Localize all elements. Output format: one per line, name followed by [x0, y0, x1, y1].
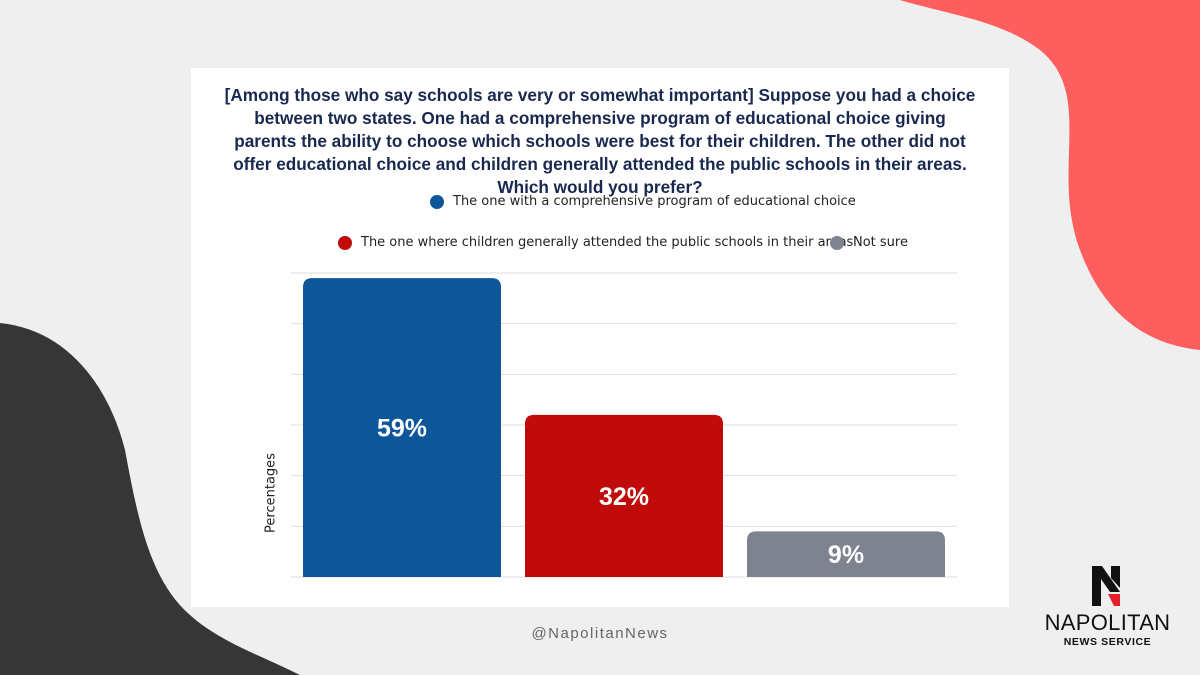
legend-item-educational-choice: The one with a comprehensive program of …	[430, 194, 856, 209]
napolitan-logo: NAPOLITAN NEWS SERVICE	[1040, 566, 1175, 650]
bar-data-label: 59%	[377, 415, 427, 443]
bars: 59% 32% 9%	[303, 278, 945, 577]
bar-3	[747, 531, 945, 577]
bar-data-label: 9%	[828, 541, 864, 569]
bar-1	[303, 278, 501, 577]
legend-label: Not sure	[853, 235, 908, 250]
legend-swatch-red	[338, 235, 352, 250]
napolitan-n-logo-icon	[1092, 566, 1120, 606]
coral-corner-shape	[900, 0, 1200, 350]
chart-card: [Among those who say schools are very or…	[191, 68, 1009, 607]
bar-2	[525, 414, 723, 577]
brand-subtitle: NEWS SERVICE	[1063, 636, 1152, 648]
chart-title: [Among those who say schools are very or…	[224, 85, 976, 197]
social-handle: @NapolitanNews	[531, 625, 669, 642]
legend-label: The one with a comprehensive program of …	[453, 194, 856, 209]
dark-corner-shape	[0, 323, 300, 675]
legend-item-not-sure: Not sure	[830, 235, 908, 250]
bar-data-label: 32%	[599, 483, 649, 511]
legend-item-public-schools: The one where children generally attende…	[338, 235, 853, 250]
brand-name: NAPOLITAN	[1044, 610, 1171, 635]
legend-swatch-gray	[830, 235, 844, 250]
legend-label: The one where children generally attende…	[361, 235, 854, 250]
bar-chart: 59% 32% 9%	[291, 272, 957, 578]
legend-swatch-blue	[430, 194, 444, 209]
